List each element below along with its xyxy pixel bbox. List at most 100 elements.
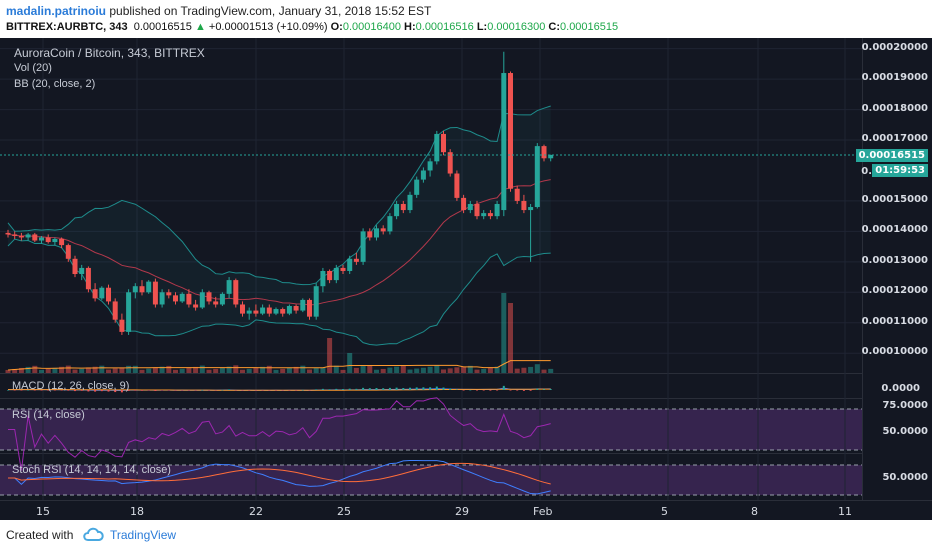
macd-histogram-bar	[27, 389, 30, 391]
macd-histogram-bar	[167, 390, 170, 391]
candle	[85, 266, 91, 293]
volume-bar	[52, 367, 58, 373]
macd-histogram-bar	[281, 390, 284, 391]
candle	[286, 304, 292, 316]
candle-body	[508, 73, 513, 189]
candle-body	[253, 310, 259, 314]
candle	[112, 298, 118, 323]
chart-area[interactable]: AuroraCoin / Bitcoin, 343, BITTREX Vol (…	[0, 38, 932, 520]
candle	[32, 232, 38, 243]
candle	[273, 307, 279, 316]
candle	[313, 283, 319, 320]
volume-bar	[266, 365, 272, 373]
candle-body	[85, 267, 91, 290]
candle	[494, 200, 500, 220]
macd-axis-label: 0.0000	[881, 383, 920, 394]
candle	[25, 232, 31, 241]
candle-body	[79, 267, 85, 275]
price-axis-label: 0.00017000	[861, 133, 928, 145]
candle-body	[280, 309, 286, 314]
candle	[186, 289, 192, 308]
volume-bar	[548, 368, 554, 373]
candle-body	[427, 161, 433, 171]
candle	[394, 200, 400, 220]
footer: Created with TradingView	[0, 520, 932, 550]
macd-histogram-bar	[208, 390, 210, 391]
macd-histogram-bar	[33, 390, 36, 391]
volume-bar	[253, 367, 259, 373]
bb-lower-line	[7, 238, 551, 346]
candle-body	[447, 152, 453, 174]
candle	[481, 210, 487, 220]
candle-body	[434, 133, 440, 162]
volume-bar	[521, 367, 527, 373]
volume-bar	[367, 365, 373, 373]
volume-bar	[374, 369, 379, 373]
candle	[340, 264, 346, 275]
candle-body	[380, 228, 386, 232]
candle-body	[320, 270, 326, 287]
macd-histogram-bar	[348, 388, 351, 390]
candle	[106, 284, 111, 305]
candle	[320, 267, 326, 293]
stoch-legend[interactable]: Stoch RSI (14, 14, 14, 14, close)	[12, 464, 171, 476]
candle	[199, 289, 205, 310]
candle-body	[474, 203, 480, 217]
macd-histogram-bar	[80, 390, 83, 391]
candle	[233, 278, 239, 308]
candle-body	[179, 293, 185, 302]
chart-canvas[interactable]	[0, 38, 932, 520]
candle-body	[139, 286, 145, 293]
bb-legend[interactable]: BB (20, close, 2)	[14, 78, 96, 90]
candle	[52, 237, 58, 246]
candle-body	[240, 304, 245, 314]
macd-histogram-bar	[355, 388, 358, 390]
candle-body	[293, 306, 299, 311]
candle-body	[126, 292, 132, 332]
candle-body	[454, 173, 460, 198]
macd-histogram-bar	[228, 389, 231, 390]
volume-bar	[414, 368, 420, 373]
candle-body	[347, 258, 353, 271]
candle-body	[514, 188, 520, 201]
volume-bar	[65, 365, 71, 373]
volume-bar	[159, 366, 165, 373]
candle-body	[481, 213, 487, 217]
macd-histogram-bar	[87, 390, 90, 392]
candle	[441, 130, 446, 156]
macd-histogram-bar	[315, 389, 318, 390]
candle-body	[99, 287, 105, 299]
vol-legend[interactable]: Vol (20)	[14, 62, 52, 74]
tradingview-brand[interactable]: TradingView	[110, 528, 177, 542]
candle-body	[32, 234, 38, 241]
macd-histogram-bar	[342, 389, 344, 390]
macd-histogram-bar	[100, 390, 103, 392]
price-axis-label: 0.00015000	[861, 193, 928, 205]
macd-histogram-bar	[455, 389, 458, 390]
candle	[407, 191, 413, 214]
candle	[353, 252, 359, 265]
macd-histogram-bar	[469, 389, 472, 391]
candle	[387, 213, 393, 235]
macd-legend[interactable]: MACD (12, 26, close, 9)	[12, 380, 130, 392]
tradingview-cloud-icon	[83, 527, 104, 541]
author-link[interactable]: madalin.patrinoiu	[6, 4, 107, 18]
candle-body	[52, 239, 58, 243]
candle	[206, 290, 212, 305]
high-value: 0.00016516	[415, 21, 474, 33]
symbol-label: BITTREX:AURBTC, 343	[6, 21, 128, 33]
candle	[18, 232, 24, 241]
pane-separator	[0, 373, 862, 374]
candle	[99, 286, 105, 300]
volume-bar	[152, 367, 158, 373]
volume-bar	[99, 365, 105, 373]
candle	[501, 51, 507, 217]
volume-bar	[333, 365, 339, 373]
last-price: 0.00016515	[133, 21, 192, 33]
rsi-legend[interactable]: RSI (14, close)	[12, 409, 85, 421]
macd-histogram-bar	[395, 387, 398, 390]
candle-body	[494, 203, 500, 217]
price-axis-label: 0.00019000	[861, 72, 928, 84]
macd-histogram-bar	[13, 390, 16, 391]
candle-body	[307, 299, 312, 317]
